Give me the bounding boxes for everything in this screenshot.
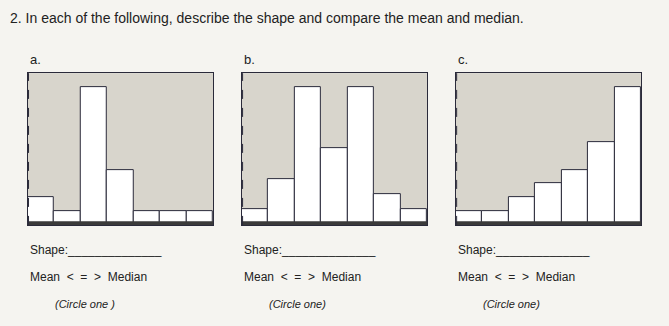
svg-text:Shape:______________: Shape:______________ (458, 243, 590, 257)
svg-text:Shape:______________: Shape:______________ (244, 243, 376, 257)
svg-text:Mean < = > Median: Mean < = > Median (244, 270, 361, 284)
svg-text:Mean < = > Median: Mean < = > Median (458, 270, 575, 284)
svg-text:2. In each of the following, d: 2. In each of the following, describe th… (10, 10, 524, 26)
svg-text:(Circle one): (Circle one) (483, 298, 540, 310)
svg-text:b.: b. (244, 52, 255, 67)
svg-text:a.: a. (30, 52, 41, 67)
svg-text:c.: c. (458, 52, 468, 67)
svg-text:Mean < = > Median: Mean < = > Median (30, 270, 147, 284)
svg-text:(Circle one ): (Circle one ) (55, 298, 115, 310)
svg-text:Shape:______________: Shape:______________ (30, 243, 162, 257)
svg-text:(Circle one): (Circle one) (269, 298, 326, 310)
